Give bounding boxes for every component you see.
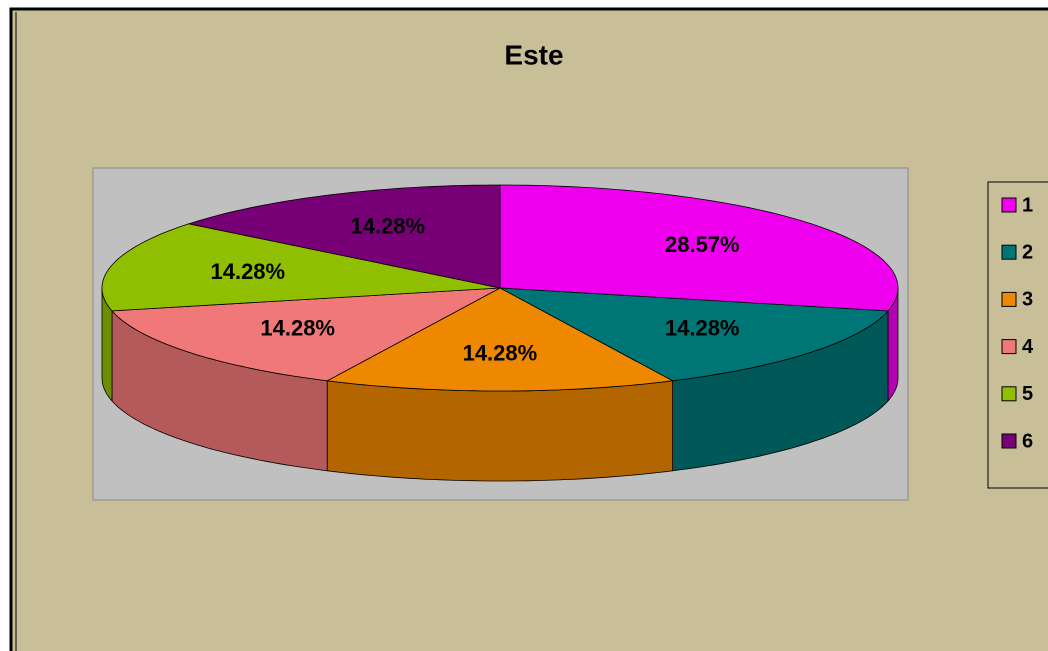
slice	[101, 223, 501, 312]
data-label: 28.57%	[665, 232, 740, 257]
legend-label: 4	[1022, 336, 1034, 358]
legend-swatch	[1001, 339, 1017, 355]
legend	[987, 181, 1048, 489]
data-label: 14.28%	[665, 316, 740, 341]
chart-title: Este	[504, 39, 563, 70]
legend-swatch	[1001, 244, 1017, 260]
legend-label: 3	[1022, 289, 1033, 311]
slice	[499, 287, 889, 382]
data-label: 14.28%	[260, 316, 335, 341]
legend-label: 1	[1022, 194, 1033, 216]
legend-label: 6	[1022, 430, 1033, 452]
legend-swatch	[1001, 197, 1017, 213]
slice	[187, 184, 501, 289]
legend-label: 5	[1022, 383, 1033, 405]
slice	[499, 184, 899, 312]
slice	[111, 287, 501, 382]
data-label: 14.28%	[463, 341, 538, 366]
slice-side	[326, 380, 673, 482]
legend-label: 2	[1022, 241, 1033, 263]
data-label: 14.28%	[210, 259, 285, 284]
slice	[325, 287, 674, 392]
legend-swatch	[1001, 291, 1017, 307]
legend-swatch	[1001, 433, 1017, 449]
data-label: 14.28%	[350, 214, 425, 239]
legend-swatch	[1001, 386, 1017, 402]
